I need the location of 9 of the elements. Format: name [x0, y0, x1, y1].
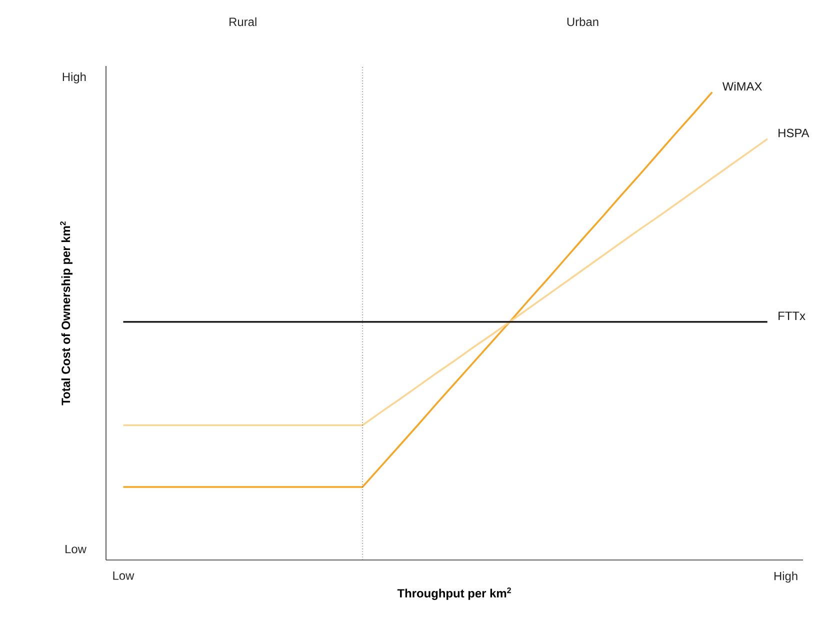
text: High	[62, 72, 86, 84]
x-axis-title: Throughput per km$^{2}$	[397, 588, 511, 600]
series-label: HSPA	[778, 128, 810, 138]
series-label: FTTx	[778, 312, 806, 320]
text: Low	[66, 544, 86, 554]
text: Urban	[567, 17, 598, 26]
text: Rural	[230, 17, 256, 26]
y-axis-title: Total Cost of Ownership per km$^{2}$	[60, 221, 72, 406]
series-label: WiMAX	[722, 82, 762, 91]
